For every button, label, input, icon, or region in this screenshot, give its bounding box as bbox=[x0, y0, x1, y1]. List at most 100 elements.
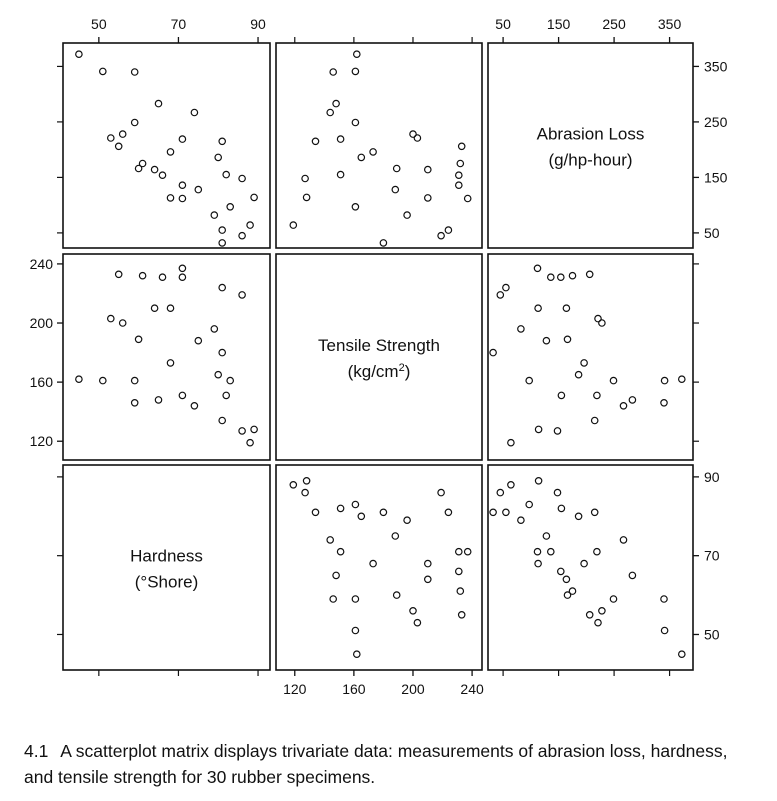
caption-text: A scatterplot matrix displays trivariate… bbox=[24, 741, 728, 787]
tick-label: 200 bbox=[30, 315, 54, 331]
data-point bbox=[457, 610, 466, 619]
data-point bbox=[454, 171, 463, 180]
data-point bbox=[568, 587, 577, 595]
data-point bbox=[357, 153, 366, 162]
variable-label-abrasion: Abrasion Loss bbox=[537, 125, 645, 144]
tick-label: 200 bbox=[401, 681, 425, 697]
variable-units-hardness: (°Shore) bbox=[135, 573, 198, 592]
data-point bbox=[332, 99, 340, 108]
data-point bbox=[609, 376, 618, 385]
data-point bbox=[392, 164, 401, 173]
tick-label: 250 bbox=[704, 114, 728, 130]
data-point bbox=[351, 118, 360, 127]
data-point bbox=[107, 314, 115, 323]
data-point bbox=[496, 291, 505, 299]
data-point bbox=[660, 595, 668, 603]
tick-label: 250 bbox=[602, 16, 626, 32]
data-point bbox=[609, 595, 618, 603]
data-point bbox=[423, 575, 432, 584]
tick-label: 90 bbox=[704, 469, 720, 485]
data-point bbox=[250, 193, 258, 202]
variable-units-tensile: (kg/cm2) bbox=[348, 362, 411, 381]
data-point bbox=[533, 264, 542, 273]
data-point bbox=[546, 273, 555, 282]
tick-label: 50 bbox=[704, 626, 720, 642]
data-point bbox=[302, 193, 311, 202]
data-point bbox=[391, 532, 400, 540]
data-point bbox=[496, 488, 505, 497]
data-point bbox=[457, 142, 466, 151]
data-point bbox=[214, 370, 223, 379]
data-point bbox=[210, 211, 219, 219]
data-point bbox=[114, 142, 123, 151]
data-point bbox=[660, 626, 669, 635]
data-point bbox=[556, 567, 565, 576]
data-point bbox=[130, 118, 139, 127]
data-point bbox=[507, 438, 515, 447]
data-point bbox=[301, 174, 309, 183]
data-point bbox=[357, 512, 366, 521]
data-point bbox=[107, 134, 115, 142]
tick-label: 160 bbox=[30, 374, 54, 390]
data-point bbox=[326, 108, 335, 117]
data-point bbox=[150, 304, 159, 313]
data-point bbox=[489, 348, 497, 357]
data-point bbox=[332, 571, 340, 580]
data-point bbox=[118, 130, 127, 138]
data-point bbox=[594, 618, 602, 627]
data-point bbox=[502, 283, 510, 292]
data-point bbox=[580, 559, 588, 568]
data-point bbox=[311, 137, 320, 146]
variable-units-abrasion: (g/hp-hour) bbox=[548, 151, 632, 170]
data-point bbox=[598, 319, 606, 327]
data-point bbox=[178, 391, 187, 400]
data-point bbox=[326, 536, 335, 544]
data-point bbox=[454, 181, 463, 190]
data-point bbox=[178, 264, 187, 273]
data-point bbox=[99, 67, 107, 76]
data-point bbox=[194, 185, 203, 194]
data-point bbox=[351, 626, 360, 635]
data-point bbox=[99, 376, 107, 385]
data-point bbox=[134, 164, 143, 173]
data-point bbox=[218, 226, 227, 234]
data-point bbox=[677, 375, 686, 384]
data-point bbox=[542, 532, 551, 540]
data-point bbox=[178, 273, 187, 282]
data-point bbox=[553, 427, 562, 435]
tick-label: 50 bbox=[704, 225, 720, 241]
data-point bbox=[413, 134, 422, 142]
data-point bbox=[238, 291, 246, 299]
data-point bbox=[166, 148, 175, 156]
data-point bbox=[130, 398, 139, 407]
data-point bbox=[351, 595, 360, 603]
data-point bbox=[563, 591, 572, 599]
panel-r0-c2 bbox=[487, 42, 694, 249]
data-point bbox=[590, 416, 599, 425]
data-point bbox=[677, 650, 686, 659]
data-point bbox=[166, 304, 175, 313]
tick-label: 50 bbox=[91, 16, 107, 32]
data-point bbox=[379, 508, 388, 517]
data-point bbox=[138, 159, 147, 168]
data-point bbox=[226, 376, 235, 385]
data-point bbox=[336, 135, 345, 143]
data-point bbox=[423, 194, 432, 202]
data-point bbox=[158, 171, 167, 180]
data-point bbox=[534, 476, 543, 485]
data-point bbox=[463, 194, 472, 203]
data-point bbox=[218, 348, 227, 357]
data-point bbox=[379, 239, 388, 247]
data-point bbox=[574, 512, 583, 521]
tick-label: 150 bbox=[704, 169, 728, 185]
variable-label-hardness: Hardness bbox=[130, 547, 203, 566]
data-point bbox=[454, 567, 463, 576]
data-point bbox=[166, 194, 175, 202]
data-point bbox=[352, 50, 361, 59]
data-point bbox=[594, 314, 602, 323]
data-point bbox=[289, 221, 298, 229]
data-point bbox=[556, 273, 565, 282]
tick-label: 240 bbox=[30, 256, 54, 272]
data-point bbox=[409, 606, 417, 615]
data-point bbox=[628, 396, 637, 404]
